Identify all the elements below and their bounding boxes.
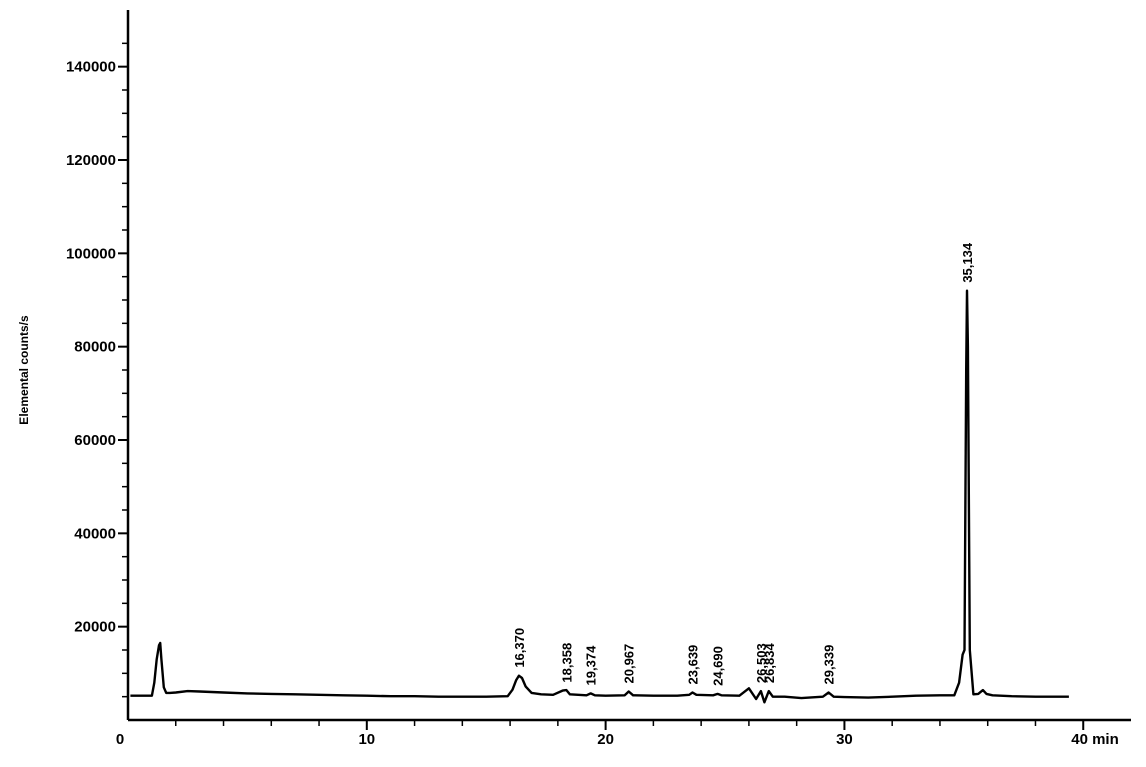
x-tick-label: 40 min [1071, 731, 1119, 748]
y-tick-label: 40000 [74, 525, 116, 542]
y-tick-label: 140000 [66, 59, 116, 76]
peak-labels: 16,370 18,358 19,374 20,967 23,639 24,690 26,5… [512, 242, 975, 686]
y-tick-label: 20000 [74, 619, 116, 636]
y-tick-label: 80000 [74, 339, 116, 356]
y-tick-label: 100000 [66, 245, 116, 262]
y-tick-label: 60000 [74, 432, 116, 449]
peak-label: 29,339 [822, 645, 837, 685]
peak-label: 35,134 [960, 242, 975, 283]
peak-label: 18,358 [559, 643, 574, 683]
y-axis-ticks: 20000 40000 60000 80000 100000 120000 140000 [66, 42, 128, 698]
peak-label: 24,690 [711, 646, 726, 686]
series-layer [130, 289, 1069, 704]
peak-label: 19,374 [584, 645, 599, 686]
x-tick-label: 0 [116, 731, 124, 748]
peak-label: 23,639 [685, 645, 700, 685]
y-axis-label: Elemental counts/s [17, 315, 31, 425]
peak-label: 26,503 [754, 643, 769, 683]
x-tick-label: 30 [836, 731, 853, 748]
series-line-0 [130, 289, 1069, 704]
x-axis-ticks: 0 10 20 30 40 min [116, 720, 1119, 748]
x-tick-label: 20 [597, 731, 614, 748]
x-tick-label: 10 [358, 731, 375, 748]
peak-label: 16,370 [512, 628, 527, 668]
y-tick-label: 120000 [66, 152, 116, 169]
peak-label: 26,834 [762, 643, 777, 684]
peak-label: 20,967 [622, 644, 637, 684]
